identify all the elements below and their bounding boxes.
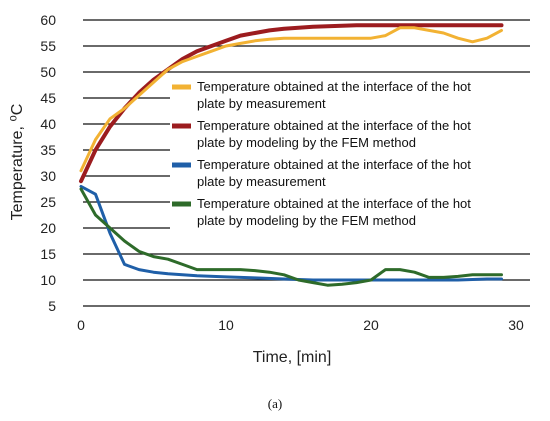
y-tick-label: 55 xyxy=(40,38,56,54)
legend-background xyxy=(170,78,530,236)
legend-label-2: Temperature obtained at the interface of… xyxy=(197,118,471,150)
x-tick-label: 30 xyxy=(508,317,524,333)
y-tick-label: 60 xyxy=(40,12,56,28)
temperature-chart: 5 10 15 20 25 30 35 40 45 50 55 60 0 10 20 30 Temperat… xyxy=(9,12,530,366)
x-tick-label: 0 xyxy=(77,317,85,333)
x-tick-labels: 0 10 20 30 xyxy=(77,317,524,333)
series-line-1 xyxy=(79,26,503,173)
x-axis-title: Time, [min] xyxy=(253,349,332,366)
series-line-4 xyxy=(79,187,503,287)
y-tick-label: 45 xyxy=(40,90,56,106)
y-tick-label: 30 xyxy=(40,168,56,184)
series-line-2 xyxy=(79,23,504,184)
y-tick-label: 50 xyxy=(40,64,56,80)
figure-caption: (a) xyxy=(267,396,283,411)
y-tick-label: 20 xyxy=(40,220,56,236)
legend-label-4: Temperature obtained at the interface of… xyxy=(197,196,471,228)
series-line-3 xyxy=(79,184,503,282)
legend-label-1: Temperature obtained at the interface of… xyxy=(197,79,471,111)
y-tick-label: 35 xyxy=(40,142,56,158)
x-tick-label: 20 xyxy=(363,317,379,333)
y-tick-label: 25 xyxy=(40,194,56,210)
legend: Temperature obtained at the interface of… xyxy=(170,78,530,236)
y-tick-label: 10 xyxy=(40,272,56,288)
x-tick-label: 10 xyxy=(218,317,234,333)
legend-label-3: Temperature obtained at the interface of… xyxy=(197,157,471,189)
y-axis-title: Temperature, ⁰C xyxy=(9,104,26,221)
y-tick-labels: 5 10 15 20 25 30 35 40 45 50 55 60 xyxy=(40,12,56,314)
y-tick-label: 5 xyxy=(48,298,56,314)
series-lines xyxy=(79,23,504,287)
y-tick-label: 15 xyxy=(40,246,56,262)
y-tick-label: 40 xyxy=(40,116,56,132)
